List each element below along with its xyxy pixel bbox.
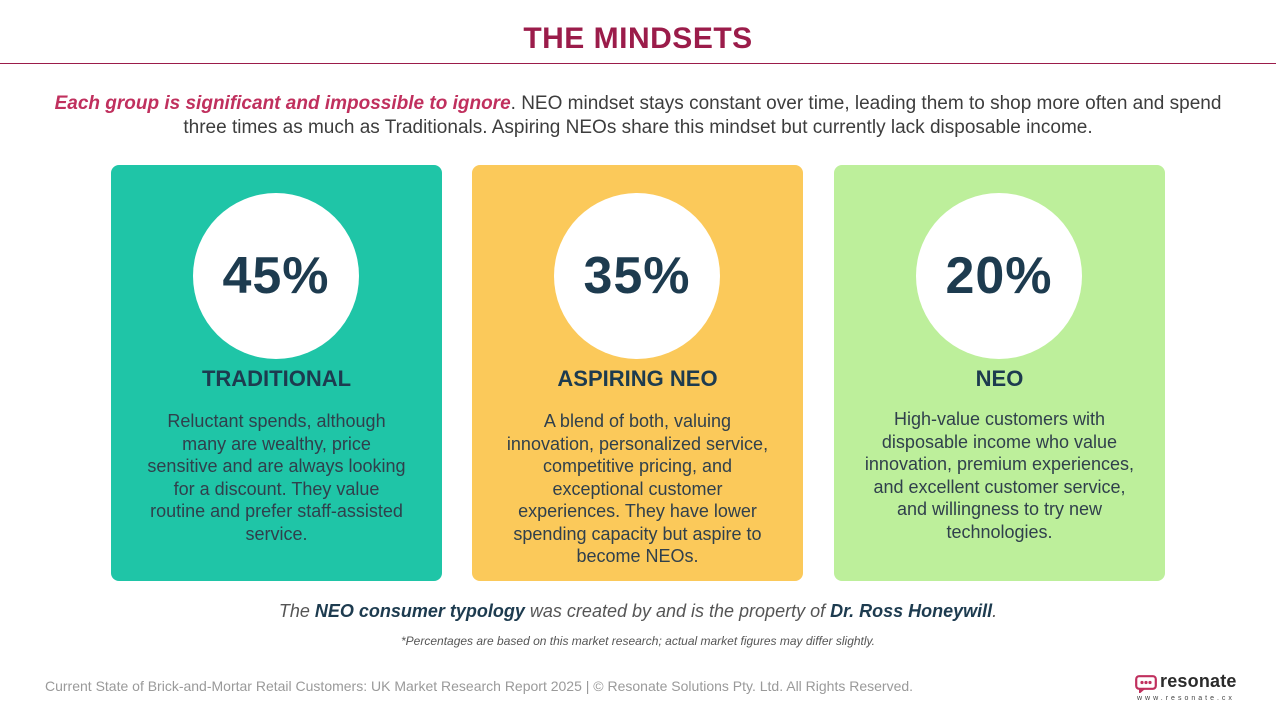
card-neo: 20% NEO High-value customers with dispos… (834, 165, 1165, 581)
card-traditional: 45% TRADITIONAL Reluctant spends, althou… (111, 165, 442, 581)
attribution-line: The NEO consumer typology was created by… (0, 601, 1276, 622)
attribution-author: Dr. Ross Honeywill (830, 601, 993, 621)
percent-circle: 20% (916, 193, 1082, 359)
intro-paragraph: Each group is significant and impossible… (40, 92, 1236, 140)
percent-circle: 45% (193, 193, 359, 359)
card-description: Reluctant spends, although many are weal… (147, 411, 406, 544)
card-heading: NEO (975, 366, 1024, 391)
page-title: THE MINDSETS (523, 22, 753, 55)
card-heading: ASPIRING NEO (557, 366, 718, 391)
resonate-logo-icon (1135, 675, 1157, 693)
title-divider (0, 63, 1276, 64)
footnote: *Percentages are based on this market re… (401, 634, 875, 648)
attribution-suffix: . (992, 601, 998, 621)
card-description: A blend of both, valuing innovation, per… (506, 411, 769, 566)
card-aspiring-neo: 35% ASPIRING NEO A blend of both, valuin… (472, 165, 803, 581)
attribution-middle: was created by and is the property of (524, 601, 831, 621)
attribution-prefix: The (278, 601, 315, 621)
percent-circle: 35% (554, 193, 720, 359)
footer-copyright: Current State of Brick-and-Mortar Retail… (45, 678, 914, 694)
logo-url: www.resonate.cx (1137, 695, 1235, 702)
logo-wordmark: resonate (1160, 671, 1237, 691)
intro-text: . NEO mindset stays constant over time, … (183, 93, 1222, 138)
resonate-logo: resonate www.resonate.cx (1135, 671, 1247, 707)
card-description: High-value customers with disposable inc… (864, 409, 1135, 542)
card-heading: TRADITIONAL (201, 366, 352, 391)
attribution-term: NEO consumer typology (314, 601, 525, 621)
mindset-cards: 45% TRADITIONAL Reluctant spends, althou… (111, 165, 1165, 581)
intro-emphasis: Each group is significant and impossible… (54, 93, 511, 114)
